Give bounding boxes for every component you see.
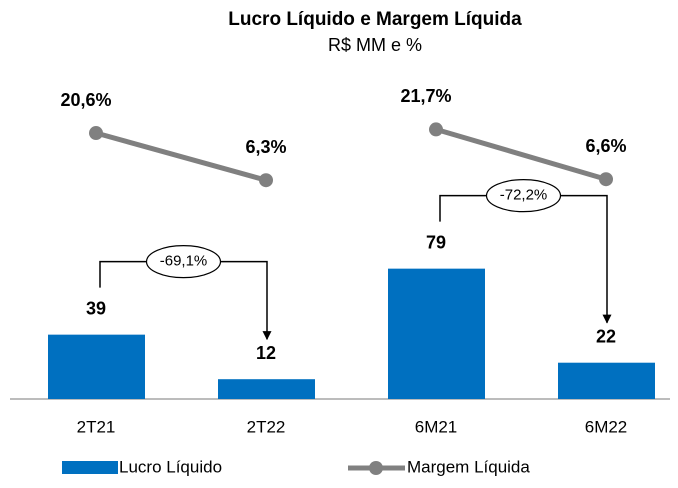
x-tick-label: 2T21 — [77, 417, 116, 436]
margin-point — [89, 126, 103, 141]
bar — [218, 379, 315, 399]
margin-point — [599, 172, 613, 187]
chart-subtitle: R$ MM e % — [328, 35, 422, 55]
legend-label: Margem Líquida — [407, 457, 530, 476]
x-tick-label: 6M21 — [415, 417, 458, 436]
margin-value-label: 20,6% — [60, 90, 111, 110]
margin-value-label: 6,3% — [245, 137, 286, 157]
margin-value-label: 6,6% — [585, 136, 626, 156]
bar-value-label: 12 — [256, 343, 276, 363]
bar-value-label: 39 — [86, 298, 106, 318]
margin-value-label: 21,7% — [400, 86, 451, 106]
variation-label: -72,2% — [500, 187, 548, 204]
legend-swatch — [369, 461, 383, 475]
bar-value-label: 22 — [596, 326, 616, 346]
legend-label: Lucro Líquido — [119, 457, 222, 476]
legend-swatch — [62, 461, 118, 474]
variation-bubble — [145, 245, 222, 279]
bar — [558, 362, 655, 399]
bar-value-label: 79 — [426, 232, 446, 252]
margin-point — [259, 173, 273, 188]
margin-line — [95, 130, 267, 183]
variation-label: -69,1% — [160, 253, 208, 270]
x-tick-label: 6M22 — [585, 417, 628, 436]
margin-point — [429, 122, 443, 137]
x-tick-label: 2T22 — [247, 417, 286, 436]
margin-line — [435, 126, 607, 182]
variation-bubble — [485, 179, 562, 213]
chart-title: Lucro Líquido e Margem Líquida — [228, 9, 522, 30]
bar — [48, 334, 145, 399]
bar — [388, 268, 485, 399]
